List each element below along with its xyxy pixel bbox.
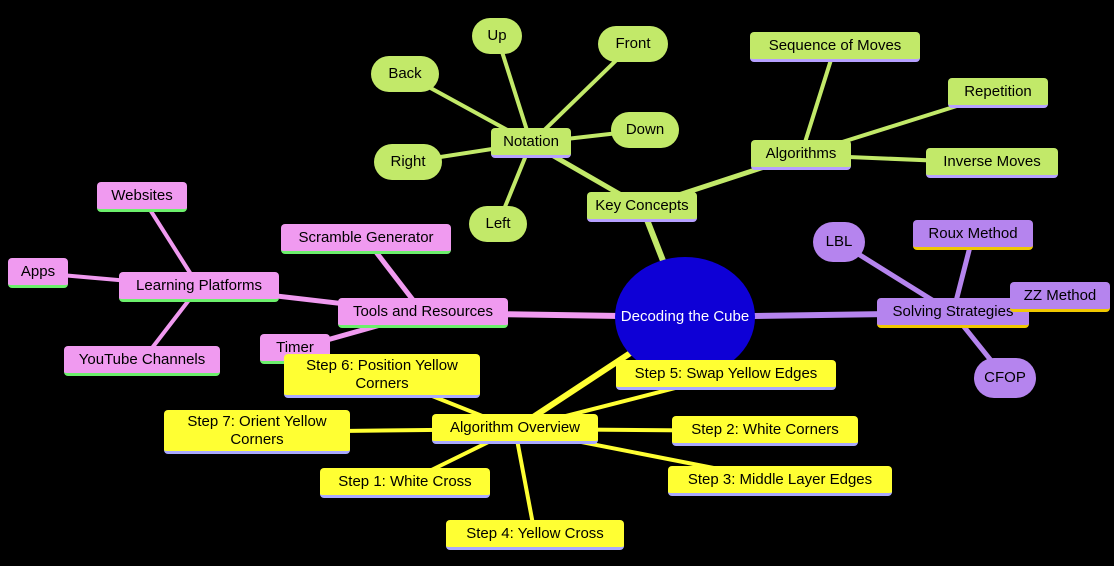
node-apps: Apps: [8, 258, 68, 288]
node-web: Websites: [97, 182, 187, 212]
node-s1: Step 1: White Cross: [320, 468, 490, 498]
node-roux: Roux Method: [913, 220, 1033, 250]
node-key: Key Concepts: [587, 192, 697, 222]
node-label: Learning Platforms: [132, 277, 266, 294]
node-right: Right: [374, 144, 442, 180]
node-label: Right: [386, 153, 429, 170]
node-center: Decoding the Cube: [615, 257, 755, 377]
node-label: YouTube Channels: [75, 351, 210, 368]
node-label: Key Concepts: [591, 197, 692, 214]
node-strat: Solving Strategies: [877, 298, 1029, 328]
edge-algs-seq: [801, 47, 835, 155]
node-label: Roux Method: [924, 225, 1021, 242]
node-label: Step 6: Position Yellow Corners: [302, 357, 462, 392]
node-seq: Sequence of Moves: [750, 32, 920, 62]
node-label: Scramble Generator: [294, 229, 437, 246]
node-label: Repetition: [960, 83, 1036, 100]
node-label: Inverse Moves: [939, 153, 1045, 170]
node-label: Step 4: Yellow Cross: [462, 525, 608, 542]
node-s2: Step 2: White Corners: [672, 416, 858, 446]
node-label: Decoding the Cube: [617, 308, 753, 325]
node-up: Up: [472, 18, 522, 54]
node-down: Down: [611, 112, 679, 148]
node-rep: Repetition: [948, 78, 1048, 108]
node-s3: Step 3: Middle Layer Edges: [668, 466, 892, 496]
node-yt: YouTube Channels: [64, 346, 220, 376]
node-back: Back: [371, 56, 439, 92]
node-learn: Learning Platforms: [119, 272, 279, 302]
node-label: Websites: [107, 187, 176, 204]
node-label: Up: [483, 27, 510, 44]
node-label: Step 1: White Cross: [334, 473, 475, 490]
node-label: Front: [611, 35, 654, 52]
node-front: Front: [598, 26, 668, 62]
node-label: Back: [384, 65, 425, 82]
node-s7: Step 7: Orient Yellow Corners: [164, 410, 350, 454]
node-label: Tools and Resources: [349, 303, 497, 320]
node-scramble: Scramble Generator: [281, 224, 451, 254]
node-label: Left: [481, 215, 514, 232]
node-label: LBL: [822, 233, 857, 250]
node-label: Sequence of Moves: [765, 37, 906, 54]
node-algs: Algorithms: [751, 140, 851, 170]
node-tools: Tools and Resources: [338, 298, 508, 328]
node-label: Algorithms: [762, 145, 841, 162]
node-label: Step 7: Orient Yellow Corners: [183, 413, 330, 448]
node-left: Left: [469, 206, 527, 242]
node-label: CFOP: [980, 369, 1030, 386]
node-s6: Step 6: Position Yellow Corners: [284, 354, 480, 398]
node-cfop: CFOP: [974, 358, 1036, 398]
node-notation: Notation: [491, 128, 571, 158]
node-label: Step 3: Middle Layer Edges: [684, 471, 876, 488]
node-label: Solving Strategies: [889, 303, 1018, 320]
node-inv: Inverse Moves: [926, 148, 1058, 178]
node-zz: ZZ Method: [1010, 282, 1110, 312]
node-label: Down: [622, 121, 668, 138]
node-label: Step 5: Swap Yellow Edges: [631, 365, 822, 382]
node-label: Apps: [17, 263, 59, 280]
node-over: Algorithm Overview: [432, 414, 598, 444]
node-s4: Step 4: Yellow Cross: [446, 520, 624, 550]
node-s5: Step 5: Swap Yellow Edges: [616, 360, 836, 390]
node-label: Notation: [499, 133, 563, 150]
node-lbl: LBL: [813, 222, 865, 262]
node-label: Step 2: White Corners: [687, 421, 843, 438]
node-label: ZZ Method: [1020, 287, 1101, 304]
node-label: Algorithm Overview: [446, 419, 584, 436]
